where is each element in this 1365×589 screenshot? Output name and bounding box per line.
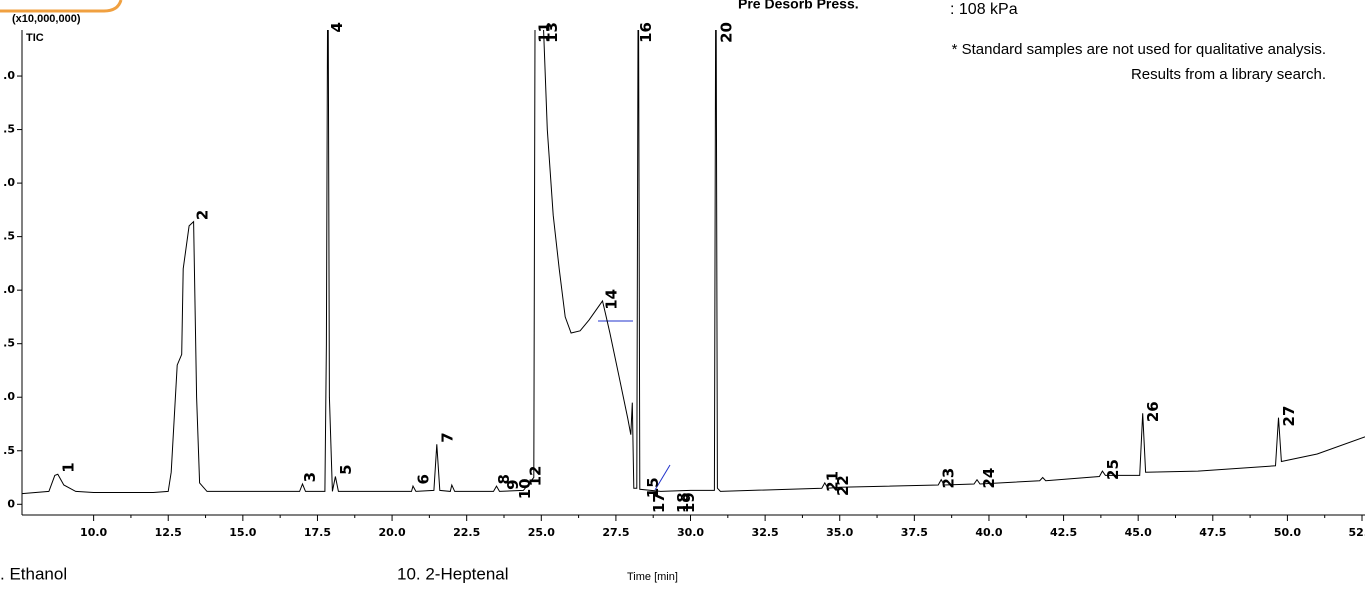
x-tick-label: 15.0 — [229, 526, 256, 539]
peak-label: 7 — [438, 432, 456, 442]
peak-label: 16 — [637, 22, 655, 43]
y-tick-label: .0 — [3, 176, 15, 189]
y-tick-label: 0 — [7, 497, 15, 510]
peak-label: 26 — [1144, 401, 1162, 422]
peak-label: 12 — [526, 466, 544, 487]
x-tick-label: 35.0 — [826, 526, 853, 539]
x-tick-label: 22.5 — [453, 526, 480, 539]
peak-label: 20 — [717, 22, 735, 43]
x-tick-label: 10.0 — [80, 526, 107, 539]
x-tick-label: 42.5 — [1050, 526, 1077, 539]
x-tick-label: 12.5 — [155, 526, 182, 539]
pressure-value: : 108 kPa — [950, 1, 1018, 18]
x-tick-label: 27.5 — [602, 526, 629, 539]
series-name: TIC — [26, 32, 44, 44]
peak-label: 25 — [1104, 459, 1122, 480]
peak-label: 15 — [644, 477, 662, 498]
peak-label: 10 — [516, 478, 534, 499]
peak-label: 19 — [680, 492, 698, 513]
y-tick-label: .5 — [3, 444, 15, 457]
baseline-mark — [654, 464, 671, 491]
peak-label: 11 — [535, 22, 553, 43]
x-tick-label: 30.0 — [677, 526, 704, 539]
note: Results from a library search. — [1131, 66, 1326, 83]
y-tick-label: .5 — [3, 337, 15, 350]
y-unit-label: (x10,000,000) — [12, 13, 81, 25]
note: * Standard samples are not used for qual… — [952, 41, 1326, 58]
peak-label: 24 — [980, 468, 998, 489]
x-axis-label: Time [min] — [627, 571, 678, 583]
y-tick-label: .5 — [3, 230, 15, 243]
x-tick-label: 50.0 — [1274, 526, 1301, 539]
x-tick-label: 17.5 — [304, 526, 331, 539]
x-tick-label: 37.5 — [901, 526, 928, 539]
peak-label: 9 — [504, 479, 522, 489]
plot-area — [22, 30, 1365, 495]
x-tick-label: 52.5 — [1348, 526, 1365, 539]
x-tick-label: 25.0 — [528, 526, 555, 539]
x-tick-label: 45.0 — [1125, 526, 1152, 539]
y-tick-label: .0 — [3, 390, 15, 403]
peak-label: 4 — [328, 22, 346, 32]
x-tick-label: 47.5 — [1199, 526, 1226, 539]
x-tick-label: 40.0 — [975, 526, 1002, 539]
peak-label: 14 — [602, 289, 620, 310]
peak-label: 22 — [834, 475, 852, 496]
peak-label: 21 — [823, 471, 841, 492]
compound: 10. 2-Heptenal — [397, 564, 509, 583]
compound: . Ethanol — [0, 564, 67, 583]
peak-label: 8 — [495, 474, 513, 484]
y-tick-label: .0 — [3, 283, 15, 296]
y-tick-label: .5 — [3, 123, 15, 136]
tab-decoration — [0, 0, 123, 13]
peak-label: 27 — [1280, 406, 1298, 427]
x-tick-label: 32.5 — [752, 526, 779, 539]
peak-label: 17 — [650, 492, 668, 513]
trace — [22, 30, 1365, 495]
peak-label: 6 — [414, 474, 432, 484]
peak-label: 2 — [194, 210, 212, 220]
peak-label: 13 — [543, 22, 561, 43]
y-tick-label: .0 — [3, 69, 15, 82]
peak-label: 1 — [59, 462, 77, 472]
peak-label: 18 — [674, 492, 692, 513]
pressure-label: Pre Desorb Press. — [738, 0, 859, 12]
peak-label: 3 — [301, 472, 319, 482]
peak-label: 5 — [337, 464, 355, 474]
peak-label: 23 — [940, 468, 958, 489]
x-tick-label: 20.0 — [379, 526, 406, 539]
